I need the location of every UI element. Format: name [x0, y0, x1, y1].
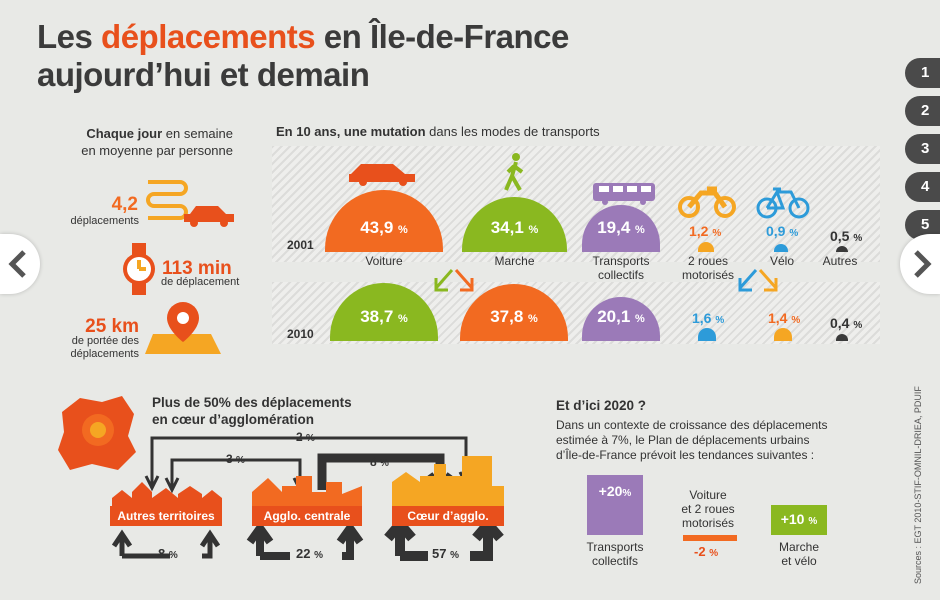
dot-velo-2010 — [698, 328, 716, 341]
pct-2roues-2010: 1,4 % — [768, 310, 801, 326]
car-icon — [349, 164, 415, 186]
dot-2roues-2010 — [774, 328, 792, 341]
walker-icon — [504, 153, 524, 191]
page-title: Les déplacements en Île-de-France aujour… — [37, 18, 569, 93]
label-marche: Marche — [494, 254, 535, 268]
year-2010: 2010 — [287, 327, 314, 341]
internal-autres: 8 % — [158, 546, 178, 561]
town-skyline-icon — [112, 482, 222, 510]
map-pin-icon — [145, 302, 221, 354]
dot-velo-2001 — [774, 244, 788, 252]
territories-header: Plus de 50% des déplacements en cœur d’ag… — [152, 395, 352, 427]
bicycle-icon — [756, 187, 810, 219]
forecast-bar-voiture — [683, 535, 737, 541]
forecast-text: Dans un contexte de croissance des dépla… — [556, 418, 828, 462]
nav-item-2[interactable]: 2 — [905, 96, 940, 126]
pct-autres-2001: 0,5 % — [830, 228, 863, 244]
pct-autres-2010: 0,4 % — [830, 315, 863, 331]
city-skyline-icon — [252, 476, 362, 508]
pct-2roues-2001: 1,2 % — [689, 223, 722, 239]
zone-coeur-agglo: Cœur d’agglo. — [392, 506, 504, 526]
trips-label: déplacements — [70, 215, 140, 227]
prev-button[interactable] — [0, 234, 40, 294]
nav-item-4[interactable]: 4 — [905, 172, 940, 202]
trend-arrows-voiture-marche — [434, 269, 474, 292]
watch-icon — [123, 243, 155, 295]
time-value: 113 min — [162, 258, 232, 279]
next-button[interactable] — [900, 234, 940, 294]
motorbike-icon — [678, 186, 736, 218]
zone-autres-territoires: Autres territoires — [110, 506, 222, 526]
dist-value: 25 km — [85, 316, 139, 337]
route-icon — [146, 180, 234, 227]
dist-label: de portée des déplacements — [70, 335, 140, 360]
internal-agglo: 22 % — [296, 546, 323, 561]
flow-mid-label: 3 % — [226, 452, 245, 466]
trips-value: 4,2 — [111, 194, 138, 215]
trend-arrows-2roues-velo — [738, 269, 778, 292]
source-note: Sources : EGT 2010-STIF-OMNIL-DRIEA, PDU… — [913, 386, 923, 584]
label-autres: Autres — [822, 254, 858, 268]
bus-icon — [593, 183, 655, 205]
forecast-header: Et d’ici 2020 ? — [556, 398, 647, 413]
forecast-bar-marche: +10 % — [771, 505, 827, 535]
dot-autres-2010 — [836, 334, 848, 341]
label-voiture: Voiture — [365, 254, 403, 268]
title-highlight: déplacements — [101, 18, 316, 55]
flow-right-label: 8 % — [370, 455, 389, 469]
flow-top-label: 2 % — [296, 430, 315, 444]
nav-item-3[interactable]: 3 — [905, 134, 940, 164]
forecast-label-voiture: Voiture et 2 roues motorisés — [681, 488, 735, 530]
dot-autres-2001 — [836, 246, 848, 252]
year-2001: 2001 — [287, 238, 314, 252]
chevron-left-icon — [8, 250, 26, 278]
label-2roues: 2 roues motorisés — [681, 254, 734, 282]
forecast-label-tc: Transports collectifs — [586, 540, 644, 568]
mutation-header: En 10 ans, une mutation dans les modes d… — [276, 124, 600, 139]
zone-agglo-centrale: Agglo. centrale — [252, 506, 362, 526]
label-velo: Vélo — [769, 254, 795, 268]
pct-velo-2010: 1,6 % — [692, 310, 725, 326]
ile-de-france-map-icon — [58, 396, 136, 470]
forecast-label-marche: Marche et vélo — [778, 540, 819, 568]
time-label: de déplacement — [161, 276, 240, 288]
internal-coeur: 57 % — [432, 546, 459, 561]
label-tc: Transports collectifs — [592, 254, 650, 282]
forecast-value-voiture: -2 % — [694, 544, 719, 559]
chevron-right-icon — [914, 250, 932, 278]
dot-2roues-2001 — [698, 242, 714, 252]
nav-item-1[interactable]: 1 — [905, 58, 940, 88]
daily-header: Chaque jour en semaine en moyenne par pe… — [81, 126, 233, 158]
downtown-skyline-icon — [392, 456, 504, 508]
pct-velo-2001: 0,9 % — [766, 223, 799, 239]
forecast-bar-tc: +20% — [587, 475, 643, 535]
